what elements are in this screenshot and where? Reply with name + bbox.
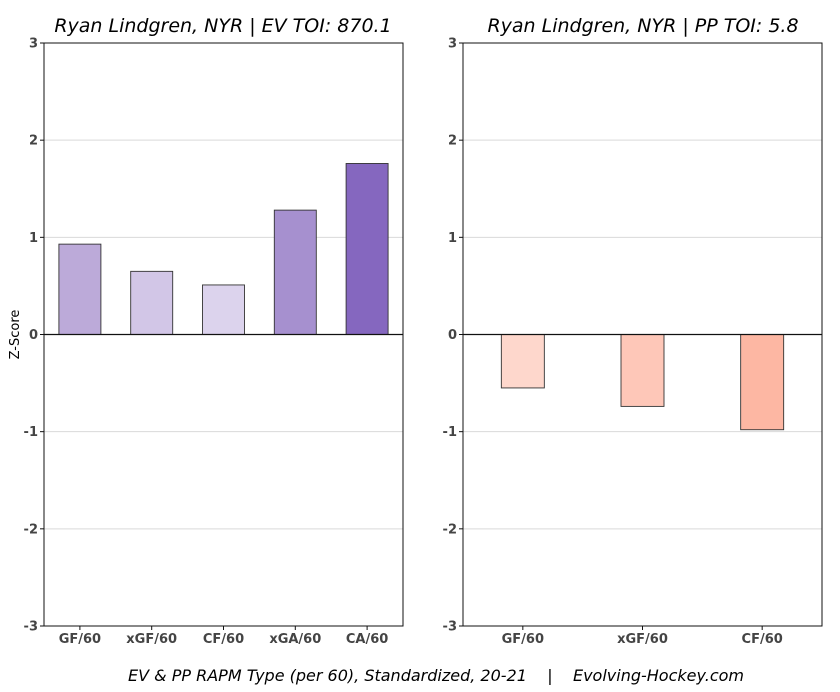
ev-bar-xga-60 <box>273 209 317 335</box>
pp-bar-xgf-60 <box>620 334 665 407</box>
ev-xtick-label: GF/60 <box>59 632 101 647</box>
ev-bar-xgf-60 <box>130 270 174 335</box>
ev-bar-gf-60 <box>58 243 102 335</box>
ev-bar-cf-60 <box>202 284 245 335</box>
ev-ytick-label: 1 <box>29 231 38 246</box>
ev-xtick-label: CA/60 <box>346 632 388 647</box>
ev-chart-title: Ryan Lindgren, NYR | EV TOI: 870.1 <box>54 15 391 37</box>
ev-panel: -3 -2 -1 0 1 2 3 GF/60 xGF/60 CF/60 xGA/60 CA/60 Rya… <box>8 15 404 647</box>
ev-ytick-label: 2 <box>29 134 38 149</box>
ev-xtick-label: CF/60 <box>203 632 244 647</box>
pp-ytick-label: -2 <box>443 522 457 537</box>
pp-ytick-label: 2 <box>448 134 457 149</box>
pp-ytick-label: 1 <box>448 231 457 246</box>
pp-chart-title: Ryan Lindgren, NYR | PP TOI: 5.8 <box>487 15 798 37</box>
ev-xtick-label: xGF/60 <box>126 632 177 647</box>
pp-ytick-label: 3 <box>448 37 457 52</box>
pp-xtick-label: xGF/60 <box>617 632 668 647</box>
ev-bar-ca-60 <box>345 163 389 335</box>
ev-y-axis-label: Z-Score <box>8 310 23 360</box>
pp-panel: -3 -2 -1 0 1 2 3 GF/60 xGF/60 CF/60 Ryan Lindgren,… <box>443 15 823 647</box>
pp-ytick-label: -3 <box>443 620 457 635</box>
ev-xtick-label: xGA/60 <box>269 632 321 647</box>
footer-caption: EV & PP RAPM Type (per 60), Standardized… <box>128 666 744 685</box>
pp-bar-gf-60 <box>500 334 545 389</box>
ev-ytick-label: 0 <box>29 328 38 343</box>
pp-ytick-label: 0 <box>448 328 457 343</box>
ev-ytick-label: -2 <box>24 522 38 537</box>
pp-xtick-label: CF/60 <box>742 632 783 647</box>
ev-ytick-label: 3 <box>29 37 38 52</box>
ev-ytick-label: -3 <box>24 620 38 635</box>
ev-ytick-label: -1 <box>24 425 38 440</box>
pp-xtick-label: GF/60 <box>502 632 544 647</box>
pp-ytick-label: -1 <box>443 425 457 440</box>
pp-bar-cf-60 <box>740 334 785 431</box>
